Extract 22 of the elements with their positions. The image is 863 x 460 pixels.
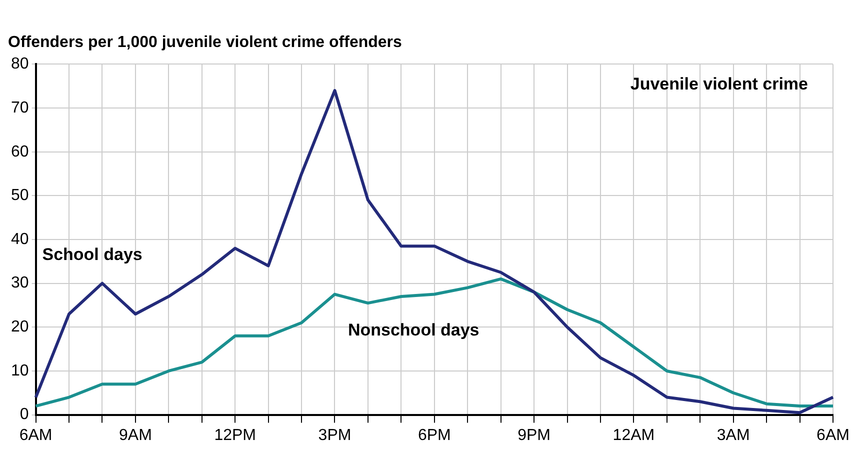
y-tick-label: 20 [11,318,29,336]
x-tick-label: 6PM [418,426,451,444]
y-tick-label: 10 [11,362,29,380]
x-tick-label: 3AM [716,426,750,444]
y-tick-label: 30 [11,274,29,292]
y-tick-label: 70 [11,99,29,116]
y-tick-label: 40 [11,230,29,248]
x-tick-label: 6AM [19,426,52,444]
y-tick-label: 0 [20,406,29,424]
y-tick-label: 60 [11,143,29,160]
x-tick-label: 6AM [816,426,850,444]
x-tick-label: 9AM [118,426,152,444]
x-tick-label: 3PM [318,426,352,444]
x-tick-label: 12PM [214,426,256,444]
series-label: School days [42,245,142,264]
y-tick-label: 80 [11,56,29,73]
chart-title: Offenders per 1,000 juvenile violent crime offenders [8,34,402,52]
x-tick-label: 9PM [518,426,550,444]
x-tick-label: 12AM [612,426,655,444]
text: Juvenile violent crime [630,74,808,94]
series-label: Nonschool days [348,320,480,340]
y-tick-label: 50 [11,187,29,204]
